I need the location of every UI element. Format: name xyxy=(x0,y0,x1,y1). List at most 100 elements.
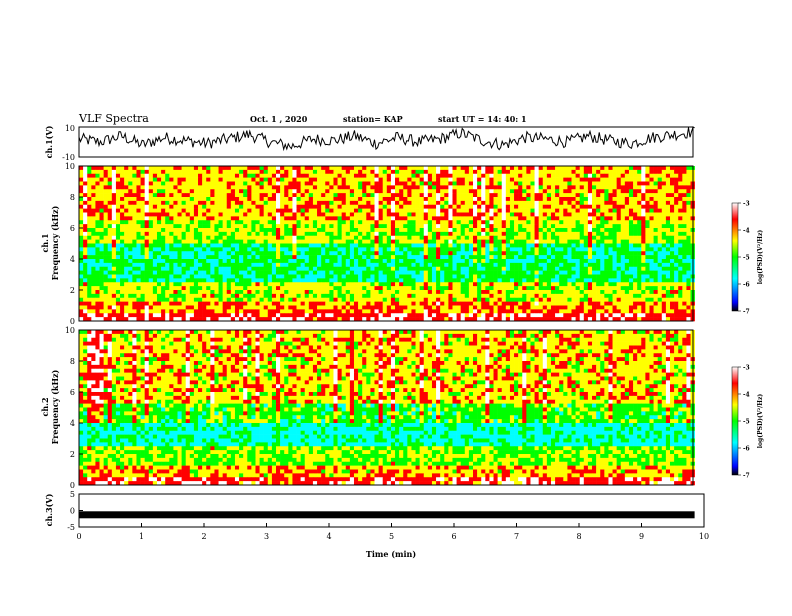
heatmap-cell xyxy=(415,290,420,295)
heatmap-cell xyxy=(247,228,252,233)
heatmap-cell xyxy=(604,185,609,190)
heatmap-cell xyxy=(661,166,667,171)
heatmap-cell xyxy=(592,193,597,198)
heatmap-cell xyxy=(436,239,441,244)
heatmap-cell xyxy=(370,224,375,229)
heatmap-cell xyxy=(362,220,367,225)
heatmap-cell xyxy=(362,278,367,283)
heatmap-cell xyxy=(563,247,568,252)
heatmap-cell xyxy=(575,173,580,178)
heatmap-cell xyxy=(267,239,273,244)
heatmap-cell xyxy=(152,255,158,260)
heatmap-cell xyxy=(132,293,137,299)
heatmap-cell xyxy=(567,220,572,225)
heatmap-cell xyxy=(481,181,486,186)
heatmap-cell xyxy=(604,286,609,291)
heatmap-cell xyxy=(678,204,683,209)
heatmap-cell xyxy=(616,173,622,178)
heatmap-cell xyxy=(448,266,453,271)
heatmap-cell xyxy=(210,193,215,198)
heatmap-cell xyxy=(550,220,556,225)
heatmap-cell xyxy=(473,216,478,221)
heatmap-cell xyxy=(161,286,166,291)
heatmap-cell xyxy=(218,251,223,256)
heatmap-cell xyxy=(87,239,92,244)
heatmap-cell xyxy=(550,251,556,256)
heatmap-cell xyxy=(489,173,494,178)
heatmap-cell xyxy=(169,228,174,233)
heatmap-cell xyxy=(452,166,457,171)
heatmap-cell xyxy=(481,216,486,221)
heatmap-cell xyxy=(427,274,433,279)
heatmap-cell xyxy=(247,193,252,198)
heatmap-cell xyxy=(333,204,338,209)
heatmap-cell xyxy=(247,239,252,244)
heatmap-cell xyxy=(419,278,425,283)
heatmap-cell xyxy=(546,278,552,283)
heatmap-cell xyxy=(198,270,203,275)
heatmap-cell xyxy=(111,169,117,175)
heatmap-cell xyxy=(456,189,461,194)
heatmap-cell xyxy=(115,169,121,175)
heatmap-cell xyxy=(415,247,420,252)
heatmap-cell xyxy=(165,259,170,264)
heatmap-cell xyxy=(436,231,441,237)
heatmap-cell xyxy=(91,166,96,171)
heatmap-cell xyxy=(83,270,88,275)
heatmap-cell xyxy=(440,166,445,171)
heatmap-cell xyxy=(419,282,425,287)
heatmap-cell xyxy=(509,166,515,171)
heatmap-cell xyxy=(230,212,236,217)
heatmap-cell xyxy=(399,166,404,171)
heatmap-cell xyxy=(464,177,470,182)
heatmap-cell xyxy=(399,247,404,252)
heatmap-cell xyxy=(374,274,379,279)
heatmap-cell xyxy=(243,169,248,175)
heatmap-cell xyxy=(358,278,363,283)
heatmap-cell xyxy=(419,290,425,295)
heatmap-cell xyxy=(366,169,371,175)
heatmap-cell xyxy=(230,181,236,186)
heatmap-cell xyxy=(477,270,482,275)
heatmap-cell xyxy=(456,274,461,279)
heatmap-cell xyxy=(120,274,125,279)
heatmap-cell xyxy=(657,270,663,275)
heatmap-cell xyxy=(563,266,568,271)
heatmap-cell xyxy=(189,204,195,209)
heatmap-cell xyxy=(501,251,507,256)
heatmap-cell xyxy=(395,286,400,291)
heatmap-cell xyxy=(193,251,199,256)
heatmap-cell xyxy=(526,266,531,271)
heatmap-cell xyxy=(571,166,576,171)
heatmap-cell xyxy=(518,197,523,202)
heatmap-cell xyxy=(251,243,256,248)
heatmap-cell xyxy=(682,185,687,190)
heatmap-cell xyxy=(403,200,408,206)
heatmap-cell xyxy=(436,262,441,268)
heatmap-cell xyxy=(415,169,420,175)
heatmap-cell xyxy=(267,290,273,295)
heatmap-cell xyxy=(271,282,277,287)
heatmap-cell xyxy=(493,239,498,244)
heatmap-cell xyxy=(637,290,642,295)
heatmap-cell xyxy=(222,290,228,295)
heatmap-cell xyxy=(189,290,195,295)
heatmap-cell xyxy=(616,266,622,271)
heatmap-cell xyxy=(152,274,158,279)
heatmap-cell xyxy=(243,266,248,271)
heatmap-cell xyxy=(674,259,679,264)
heatmap-cell xyxy=(362,262,367,268)
heatmap-cell xyxy=(87,224,92,229)
heatmap-cell xyxy=(317,193,322,198)
heatmap-cell xyxy=(210,255,215,260)
heatmap-cell xyxy=(169,173,174,178)
heatmap-cell xyxy=(325,193,330,198)
heatmap-cell xyxy=(91,235,96,240)
heatmap-cell xyxy=(308,173,314,178)
heatmap-cell xyxy=(136,189,141,194)
heatmap-cell xyxy=(559,224,564,229)
heatmap-cell xyxy=(546,193,552,198)
heatmap-cell xyxy=(128,293,133,299)
heatmap-cell xyxy=(370,208,375,213)
heatmap-cell xyxy=(407,204,412,209)
